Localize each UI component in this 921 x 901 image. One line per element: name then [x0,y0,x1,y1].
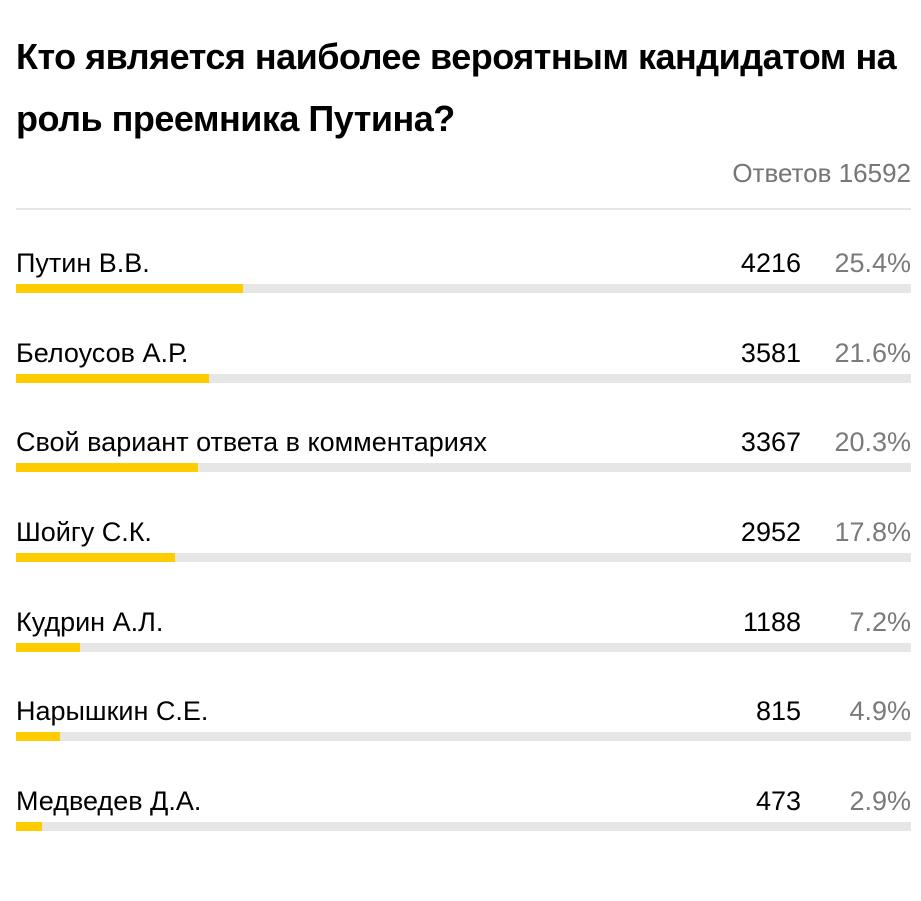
progress-track [16,284,911,293]
option-percent: 2.9% [849,786,911,817]
poll-title: Кто является наиболее вероятным кандидат… [16,36,897,139]
progress-track [16,553,911,563]
poll-card: Кто является наиболее вероятным кандидат… [16,0,911,872]
divider [16,208,911,210]
option-percent: 17.8% [834,517,911,548]
option-label: Медведев Д.А. [16,786,202,817]
option-percent: 7.2% [849,606,911,637]
progress-track [16,463,911,473]
progress-fill [16,822,42,832]
option-count: 1188 [742,606,801,637]
option-count: 473 [755,786,801,817]
option-label: Белоусов А.Р. [16,337,189,368]
option-count: 3367 [740,427,801,458]
option-percent: 4.9% [849,696,911,727]
option-count: 815 [755,696,801,727]
poll-option[interactable]: Свой вариант ответа в комментариях 3367 … [16,423,911,513]
option-percent: 25.4% [834,248,911,278]
total-value: 16592 [838,158,911,188]
option-label: Свой вариант ответа в комментариях [16,427,487,458]
option-label: Кудрин А.Л. [16,606,164,637]
progress-track [16,373,911,383]
option-count: 4216 [740,248,801,278]
progress-fill [16,732,60,742]
progress-fill [16,373,210,383]
option-percent: 20.3% [834,427,911,458]
poll-option[interactable]: Кудрин А.Л. 1188 7.2% [16,603,911,693]
option-label: Шойгу С.К. [16,517,152,548]
option-label: Путин В.В. [16,248,150,278]
option-percent: 21.6% [834,337,911,368]
progress-track [16,822,911,832]
option-label: Нарышкин С.Е. [16,696,209,727]
poll-option[interactable]: Белоусов А.Р. 3581 21.6% [16,334,911,424]
total-label: Ответов [732,158,832,188]
poll-option[interactable]: Медведев Д.А. 473 2.9% [16,782,911,872]
progress-fill [16,553,176,563]
progress-fill [16,642,81,652]
total-responses: Ответов 16592 [16,158,911,188]
poll-option[interactable]: Шойгу С.К. 2952 17.8% [16,513,911,603]
progress-track [16,732,911,742]
progress-fill [16,284,244,293]
progress-fill [16,463,198,473]
poll-options: Путин В.В. 4216 25.4% Белоусов А.Р. 3581… [16,244,911,872]
option-count: 3581 [740,337,801,368]
poll-option[interactable]: Нарышкин С.Е. 815 4.9% [16,692,911,782]
poll-option[interactable]: Путин В.В. 4216 25.4% [16,244,911,334]
progress-track [16,642,911,652]
option-count: 2952 [740,517,801,548]
